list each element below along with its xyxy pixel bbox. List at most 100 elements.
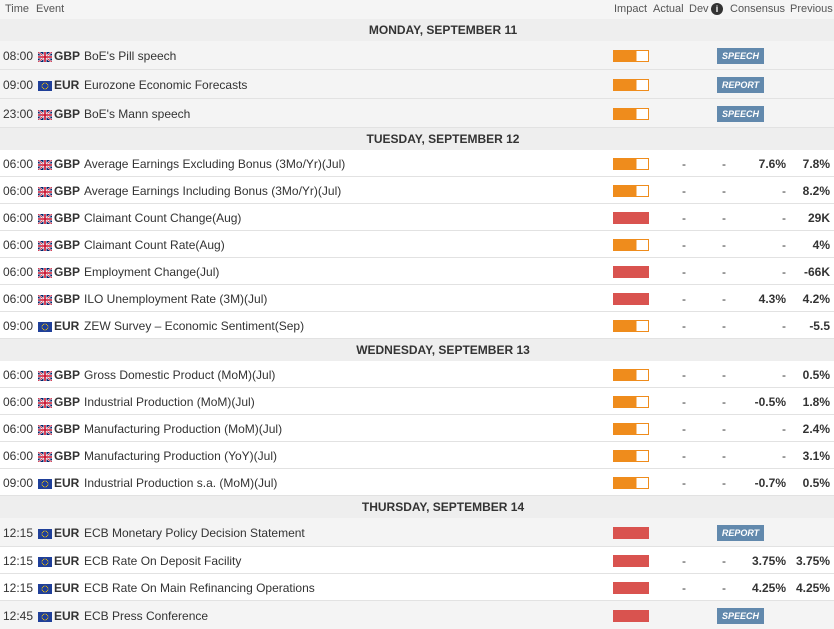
- col-dev: Dev: [689, 3, 709, 15]
- actual-value: -: [682, 553, 686, 568]
- event-name: Claimant Count Rate(Aug): [84, 237, 225, 252]
- currency: GBP: [54, 156, 81, 171]
- impact-indicator: [613, 184, 649, 197]
- event-time: 06:00: [3, 394, 34, 409]
- previous-value: 3.75%: [795, 553, 830, 568]
- flag-icon: [37, 212, 53, 225]
- event-time: 09:00: [3, 318, 34, 333]
- impact-indicator: [613, 395, 649, 408]
- consensus-value: -: [782, 237, 786, 252]
- impact-indicator: [613, 609, 649, 622]
- currency: EUR: [54, 475, 80, 490]
- previous-value: 0.5%: [802, 367, 830, 382]
- event-time: 08:00: [3, 48, 34, 63]
- impact-indicator: [613, 476, 649, 489]
- flag-icon: [37, 369, 53, 382]
- dev-value: -: [722, 183, 726, 198]
- impact-indicator: [613, 422, 649, 435]
- currency: GBP: [54, 291, 81, 306]
- event-row: [0, 99, 834, 128]
- event-time: 12:15: [3, 580, 34, 595]
- previous-value: 0.5%: [802, 475, 830, 490]
- currency: GBP: [54, 394, 81, 409]
- event-row: [0, 312, 834, 339]
- flag-icon: [37, 108, 53, 121]
- event-row: [0, 285, 834, 312]
- event-row: [0, 177, 834, 204]
- currency: EUR: [54, 318, 80, 333]
- actual-value: -: [682, 237, 686, 252]
- consensus-value: -0.7%: [754, 475, 786, 490]
- event-time: 09:00: [3, 475, 34, 490]
- flag-icon: [37, 185, 53, 198]
- event-name: Average Earnings Excluding Bonus (3Mo/Yr…: [84, 156, 346, 171]
- event-time: 12:45: [3, 608, 34, 623]
- event-time: 06:00: [3, 264, 34, 279]
- impact-indicator: [613, 78, 649, 91]
- event-badge: SPEECH: [717, 105, 764, 122]
- consensus-value: -: [782, 448, 786, 463]
- col-previous: Previous: [790, 3, 833, 15]
- info-icon[interactable]: i: [711, 3, 723, 15]
- impact-indicator: [613, 554, 649, 567]
- event-name: ECB Monetary Policy Decision Statement: [84, 525, 305, 540]
- event-time: 06:00: [3, 421, 34, 436]
- impact-indicator: [613, 265, 649, 278]
- event-name: Industrial Production s.a. (MoM)(Jul): [84, 475, 278, 490]
- impact-indicator: [613, 211, 649, 224]
- event-badge: REPORT: [717, 524, 764, 541]
- consensus-value: -: [782, 318, 786, 333]
- event-row: [0, 547, 834, 574]
- dev-value: -: [722, 210, 726, 225]
- currency: GBP: [54, 367, 81, 382]
- event-name: Claimant Count Change(Aug): [84, 210, 242, 225]
- impact-indicator: [613, 368, 649, 381]
- flag-icon: [38, 583, 52, 594]
- impact-indicator: [613, 49, 649, 62]
- event-time: 09:00: [3, 77, 34, 92]
- event-name: BoE's Mann speech: [84, 106, 191, 121]
- event-name: Eurozone Economic Forecasts: [84, 77, 248, 92]
- event-name: BoE's Pill speech: [84, 48, 177, 63]
- previous-value: 29K: [807, 210, 830, 225]
- dev-value: -: [722, 580, 726, 595]
- flag-icon: [37, 50, 53, 63]
- impact-indicator: [613, 292, 649, 305]
- flag-icon: [38, 321, 52, 332]
- event-time: 06:00: [3, 156, 34, 171]
- flag-icon: [38, 528, 52, 539]
- impact-indicator: [613, 238, 649, 251]
- dev-value: -: [722, 421, 726, 436]
- previous-value: -5.5: [809, 318, 830, 333]
- impact-indicator: [613, 107, 649, 120]
- currency: GBP: [54, 183, 81, 198]
- currency: GBP: [54, 48, 81, 63]
- previous-value: -66K: [803, 264, 830, 279]
- currency: GBP: [54, 237, 81, 252]
- previous-value: 1.8%: [802, 394, 830, 409]
- consensus-value: 4.25%: [751, 580, 786, 595]
- consensus-value: -: [782, 421, 786, 436]
- impact-indicator: [613, 157, 649, 170]
- event-time: 12:15: [3, 553, 34, 568]
- event-badge: REPORT: [717, 76, 764, 93]
- day-title: THURSDAY, SEPTEMBER 14: [361, 500, 525, 514]
- flag-icon: [38, 478, 52, 489]
- flag-icon: [37, 396, 53, 409]
- event-row: [0, 469, 834, 496]
- currency: GBP: [54, 421, 81, 436]
- day-title: WEDNESDAY, SEPTEMBER 13: [356, 343, 530, 357]
- event-badge: SPEECH: [717, 47, 764, 64]
- event-row: [0, 258, 834, 285]
- consensus-value: 3.75%: [751, 553, 786, 568]
- event-row: [0, 361, 834, 388]
- flag-icon: [38, 556, 52, 567]
- actual-value: -: [682, 475, 686, 490]
- event-row: [0, 150, 834, 177]
- currency: GBP: [54, 106, 81, 121]
- event-name: ECB Press Conference: [84, 608, 209, 623]
- currency: EUR: [54, 525, 80, 540]
- actual-value: -: [682, 448, 686, 463]
- event-row: [0, 518, 834, 547]
